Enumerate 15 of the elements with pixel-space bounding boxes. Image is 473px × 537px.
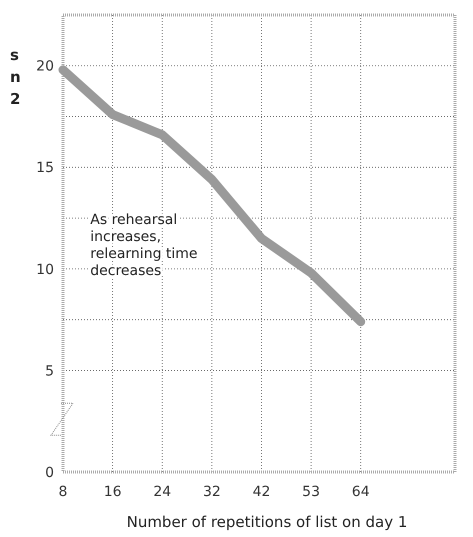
x-tick-label: 24 [153, 484, 172, 500]
y-tick-label: 15 [36, 160, 54, 176]
x-tick-label: 16 [104, 484, 122, 500]
x-axis-title: Number of repetitions of list on day 1 [126, 513, 408, 531]
y-tick-label: 20 [36, 58, 54, 75]
y-tick-label: 5 [45, 363, 54, 380]
x-tick-label: 8 [58, 484, 68, 500]
x-tick-label: 64 [352, 484, 370, 500]
y-tick-label: 10 [36, 262, 54, 278]
x-tick-label: 42 [252, 484, 270, 500]
annotation: As rehearsal increases, relearning time decreases [90, 212, 198, 280]
x-tick-label: 53 [302, 484, 320, 500]
y-axis-title: s n 2 [10, 46, 21, 108]
x-tick-label: 32 [202, 484, 221, 500]
y-tick-label: 0 [45, 464, 54, 481]
